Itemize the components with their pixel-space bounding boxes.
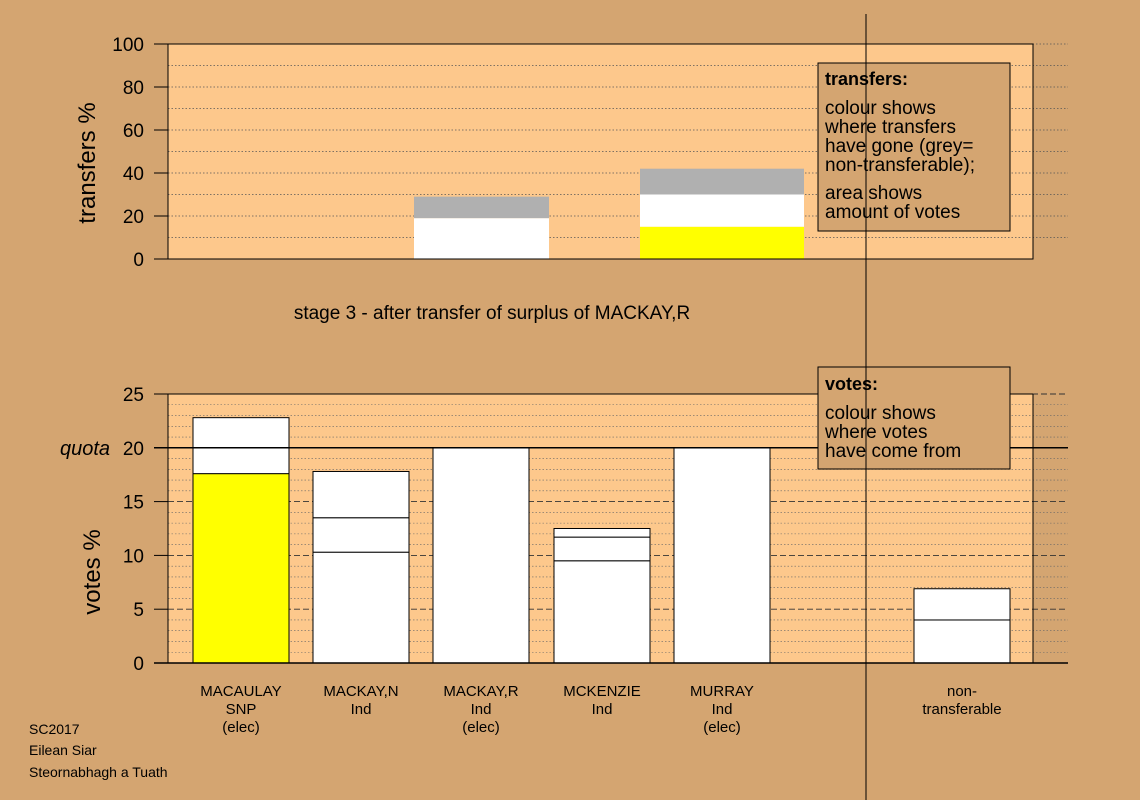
candidate-label: MURRAY (690, 683, 754, 700)
votes-y-ticks: 0 5 10 15 20 25 (123, 385, 168, 675)
candidate-label: transferable (922, 701, 1001, 718)
quota-label: quota (60, 438, 110, 460)
vote-segment (432, 447, 530, 664)
y-tick-label: 0 (133, 654, 144, 675)
candidate-label: MCKENZIE (563, 683, 641, 700)
candidate-label: Ind (712, 701, 733, 718)
transfers-panel: 0 20 40 60 80 100 transfers % transfers: colou… (74, 35, 1068, 271)
candidate-label: Ind (351, 701, 372, 718)
vote-segment (312, 470, 410, 519)
transfers-bars (414, 168, 804, 259)
footer-line: SC2017 (29, 721, 80, 737)
votes-y-axis-label: votes % (79, 529, 106, 614)
transfer-segment (640, 168, 804, 195)
candidate-label: (elec) (462, 719, 500, 736)
legend-text: have gone (grey= (825, 136, 973, 157)
vote-segment (913, 588, 1011, 621)
candidate-label: Ind (592, 701, 613, 718)
candidate-labels: MACAULAYSNP(elec)MACKAY,NIndMACKAY,RInd(… (200, 683, 1001, 736)
transfer-segment (414, 237, 549, 259)
legend-text: colour shows (825, 98, 936, 119)
candidate-label: (elec) (222, 719, 260, 736)
footer-line: Steornabhagh a Tuath (29, 764, 168, 780)
y-tick-label: 25 (123, 385, 144, 406)
legend-text: non-transferable); (825, 155, 975, 176)
candidate-label: Ind (471, 701, 492, 718)
candidate-label: MACKAY,R (443, 683, 518, 700)
footer-line: Eilean Siar (29, 742, 97, 758)
y-tick-label: 40 (123, 164, 144, 185)
legend-title: votes: (825, 374, 878, 394)
vote-segment (913, 619, 1011, 664)
vote-segment (553, 560, 651, 664)
candidate-label: non- (947, 683, 977, 700)
votes-bars (192, 417, 1011, 664)
transfer-segment (414, 218, 549, 238)
candidate-label: MACAULAY (200, 683, 281, 700)
transfers-y-ticks: 0 20 40 60 80 100 (112, 35, 1033, 271)
legend-box (817, 62, 1011, 232)
y-tick-label: 5 (133, 600, 144, 621)
candidate-label: (elec) (703, 719, 741, 736)
vote-segment (312, 551, 410, 664)
transfer-segment (640, 226, 804, 259)
transfers-y-axis-label: transfers % (74, 102, 101, 223)
legend-text: amount of votes (825, 202, 960, 223)
y-tick-label: 80 (123, 78, 144, 99)
vote-segment (553, 536, 651, 562)
vote-segment (553, 528, 651, 538)
y-tick-label: 15 (123, 493, 144, 514)
candidate-label: SNP (226, 701, 257, 718)
vote-segment (192, 473, 290, 664)
transfer-segment (414, 196, 549, 219)
vote-segment (312, 517, 410, 553)
footer: SC2017 Eilean Siar Steornabhagh a Tuath (29, 721, 168, 780)
legend-text: where votes (824, 422, 927, 443)
y-tick-label: 10 (123, 546, 144, 567)
legend-text: where transfers (824, 117, 956, 138)
y-tick-label: 60 (123, 121, 144, 142)
transfer-segment (640, 194, 804, 227)
vote-segment (192, 417, 290, 475)
candidate-label: MACKAY,N (323, 683, 398, 700)
legend-text: area shows (825, 183, 922, 204)
stage-caption: stage 3 - after transfer of surplus of M… (294, 303, 690, 324)
y-tick-label: 100 (112, 35, 144, 56)
legend-text: colour shows (825, 403, 936, 424)
y-tick-label: 20 (123, 207, 144, 228)
y-tick-label: 20 (123, 439, 144, 460)
legend-box (817, 366, 1011, 470)
legend-text: have come from (825, 441, 961, 462)
vote-segment (673, 447, 771, 664)
legend-title: transfers: (825, 69, 908, 89)
y-tick-label: 0 (133, 250, 144, 271)
